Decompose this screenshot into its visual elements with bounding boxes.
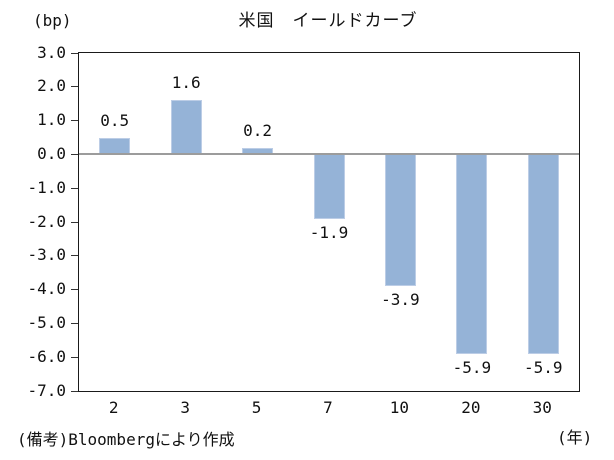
y-axis-tick <box>71 255 78 257</box>
y-axis-tick <box>71 221 78 223</box>
zero-axis-line <box>79 153 579 156</box>
x-tick-label: 5 <box>251 398 262 417</box>
y-tick-label: -2.0 <box>27 211 66 231</box>
y-axis-tick <box>71 322 78 324</box>
y-tick-label: -3.0 <box>27 245 66 265</box>
bar-value-label: -3.9 <box>381 290 420 310</box>
x-tick-label: 7 <box>323 398 333 417</box>
y-tick-label: 0.0 <box>37 143 66 163</box>
y-axis-tick <box>71 86 78 88</box>
y-axis-tick <box>71 52 78 54</box>
y-tick-label: -7.0 <box>27 380 66 400</box>
y-axis-tick <box>71 187 78 189</box>
chart-title: 米国 イールドカーブ <box>238 11 418 31</box>
bar-value-label: -1.9 <box>309 222 349 242</box>
bar-value-label: 0.2 <box>243 120 273 140</box>
source-note: (備考)Bloombergにより作成 <box>17 430 235 449</box>
y-tick-label: 2.0 <box>37 76 66 96</box>
bar-value-label: -5.9 <box>524 357 563 377</box>
y-tick-label: -1.0 <box>27 177 66 197</box>
bar-5 <box>242 147 274 155</box>
plot-area: 0.5 1.6 0.2 -1.9 -3.9 -5.9 -5.9 <box>71 52 580 392</box>
x-tick-label: 20 <box>461 398 481 417</box>
y-tick-label: 1.0 <box>37 110 66 130</box>
bar-2 <box>99 137 131 155</box>
y-tick-label: -5.0 <box>27 312 66 332</box>
y-axis-tick <box>71 120 78 122</box>
y-axis-tick <box>71 289 78 291</box>
y-tick-label: -6.0 <box>27 346 66 366</box>
x-tick-label: 30 <box>532 398 552 417</box>
y-axis-tick <box>71 356 78 358</box>
y-axis-tick <box>71 390 78 392</box>
x-tick-label: 3 <box>180 398 190 417</box>
bar-30 <box>527 154 559 354</box>
bar-value-label: -5.9 <box>452 357 492 377</box>
x-tick-label: 10 <box>389 398 410 417</box>
bar-value-label: 1.6 <box>171 73 201 93</box>
bar-7 <box>313 154 345 219</box>
y-tick-label: 3.0 <box>37 42 66 62</box>
y-axis-tick <box>71 153 78 155</box>
y-axis-unit-label: (bp) <box>33 11 72 30</box>
x-axis-unit-label: (年) <box>557 428 593 447</box>
bar-10 <box>384 154 416 287</box>
y-tick-label: -4.0 <box>27 279 66 299</box>
bar-value-label: 0.5 <box>100 110 130 130</box>
bar-20 <box>456 154 488 354</box>
x-tick-label: 2 <box>108 398 119 417</box>
bar-3 <box>170 100 202 155</box>
